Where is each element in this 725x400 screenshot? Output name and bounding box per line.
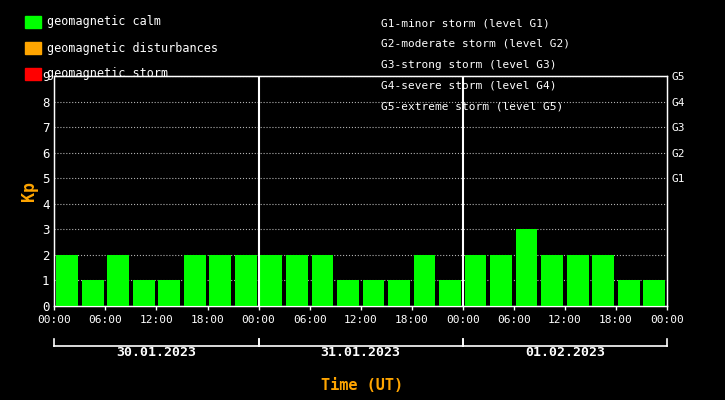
Bar — [490, 255, 512, 306]
Bar — [286, 255, 307, 306]
Bar — [465, 255, 486, 306]
Bar — [82, 280, 104, 306]
Bar — [362, 280, 384, 306]
Bar — [337, 280, 359, 306]
Bar — [312, 255, 334, 306]
Bar — [592, 255, 614, 306]
Bar — [235, 255, 257, 306]
Bar — [388, 280, 410, 306]
Text: Time (UT): Time (UT) — [321, 378, 404, 393]
Bar — [439, 280, 461, 306]
Text: geomagnetic calm: geomagnetic calm — [47, 16, 161, 28]
Text: G5-extreme storm (level G5): G5-extreme storm (level G5) — [381, 101, 563, 111]
Text: 01.02.2023: 01.02.2023 — [525, 346, 605, 359]
Text: geomagnetic storm: geomagnetic storm — [47, 68, 168, 80]
Text: G4-severe storm (level G4): G4-severe storm (level G4) — [381, 80, 556, 90]
Bar — [158, 280, 180, 306]
Text: G2-moderate storm (level G2): G2-moderate storm (level G2) — [381, 39, 570, 49]
Bar — [542, 255, 563, 306]
Bar — [133, 280, 154, 306]
Bar — [210, 255, 231, 306]
Bar — [414, 255, 435, 306]
Bar — [57, 255, 78, 306]
Bar — [515, 229, 537, 306]
Bar — [260, 255, 282, 306]
Bar — [618, 280, 639, 306]
Text: G1-minor storm (level G1): G1-minor storm (level G1) — [381, 18, 550, 28]
Bar — [184, 255, 206, 306]
Bar — [643, 280, 665, 306]
Bar — [567, 255, 589, 306]
Y-axis label: Kp: Kp — [20, 181, 38, 201]
Text: 31.01.2023: 31.01.2023 — [320, 346, 401, 359]
Text: geomagnetic disturbances: geomagnetic disturbances — [47, 42, 218, 54]
Text: 30.01.2023: 30.01.2023 — [117, 346, 196, 359]
Text: G3-strong storm (level G3): G3-strong storm (level G3) — [381, 60, 556, 70]
Bar — [107, 255, 129, 306]
